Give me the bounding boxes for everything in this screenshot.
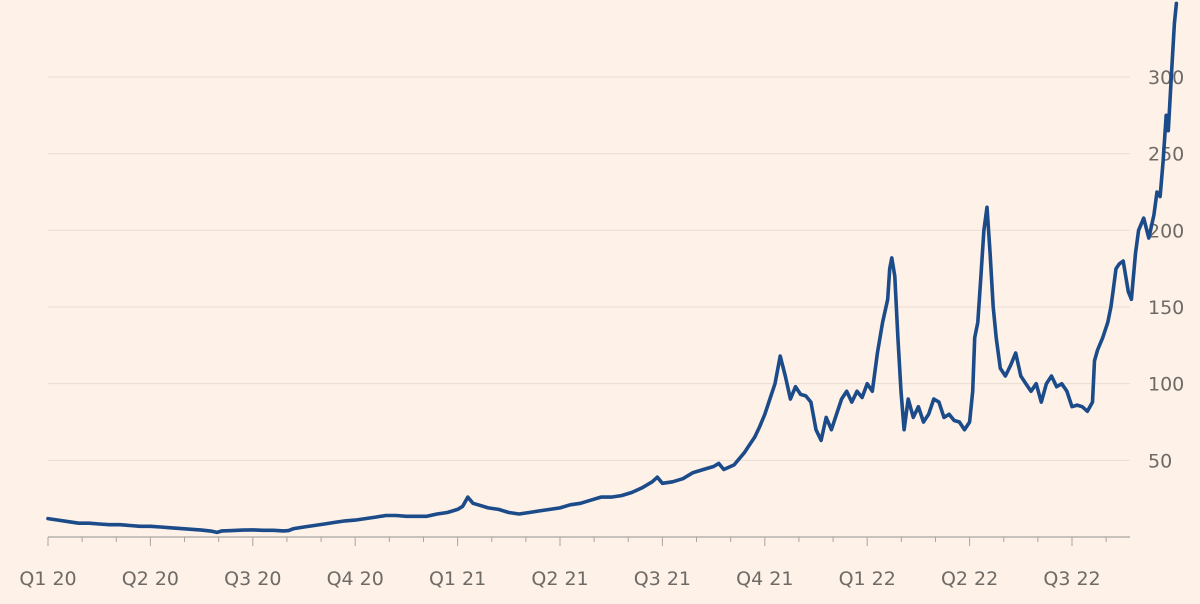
x-tick-label: Q2 20	[122, 568, 179, 590]
x-tick-label: Q3 22	[1043, 568, 1100, 590]
y-axis: 50 100 150 200 250 300	[1148, 67, 1184, 472]
x-tick-label: Q1 21	[429, 568, 486, 590]
x-tick-label: Q3 20	[224, 568, 281, 590]
series-layer	[46, 1, 1179, 535]
series-line	[46, 1, 1179, 535]
x-tick-label: Q3 21	[634, 568, 691, 590]
x-axis: Q1 20 Q2 20 Q3 20 Q4 20 Q1 21 Q2 21 Q3 21 Q4 21…	[19, 536, 1130, 590]
y-tick-label: 150	[1148, 297, 1184, 319]
gridlines	[48, 76, 1130, 461]
x-tick-label: Q4 21	[736, 568, 793, 590]
x-tick-label: Q2 21	[531, 568, 588, 590]
y-tick-label: 100	[1148, 374, 1184, 396]
x-tick-label: Q1 20	[19, 568, 76, 590]
x-tick-label: Q1 22	[839, 568, 896, 590]
y-tick-label: 50	[1148, 450, 1172, 472]
x-tick-label: Q2 22	[941, 568, 998, 590]
y-tick-label: 300	[1148, 67, 1184, 89]
y-tick-label: 200	[1148, 220, 1184, 242]
x-tick-label: Q4 20	[327, 568, 384, 590]
y-tick-label: 250	[1148, 144, 1184, 166]
